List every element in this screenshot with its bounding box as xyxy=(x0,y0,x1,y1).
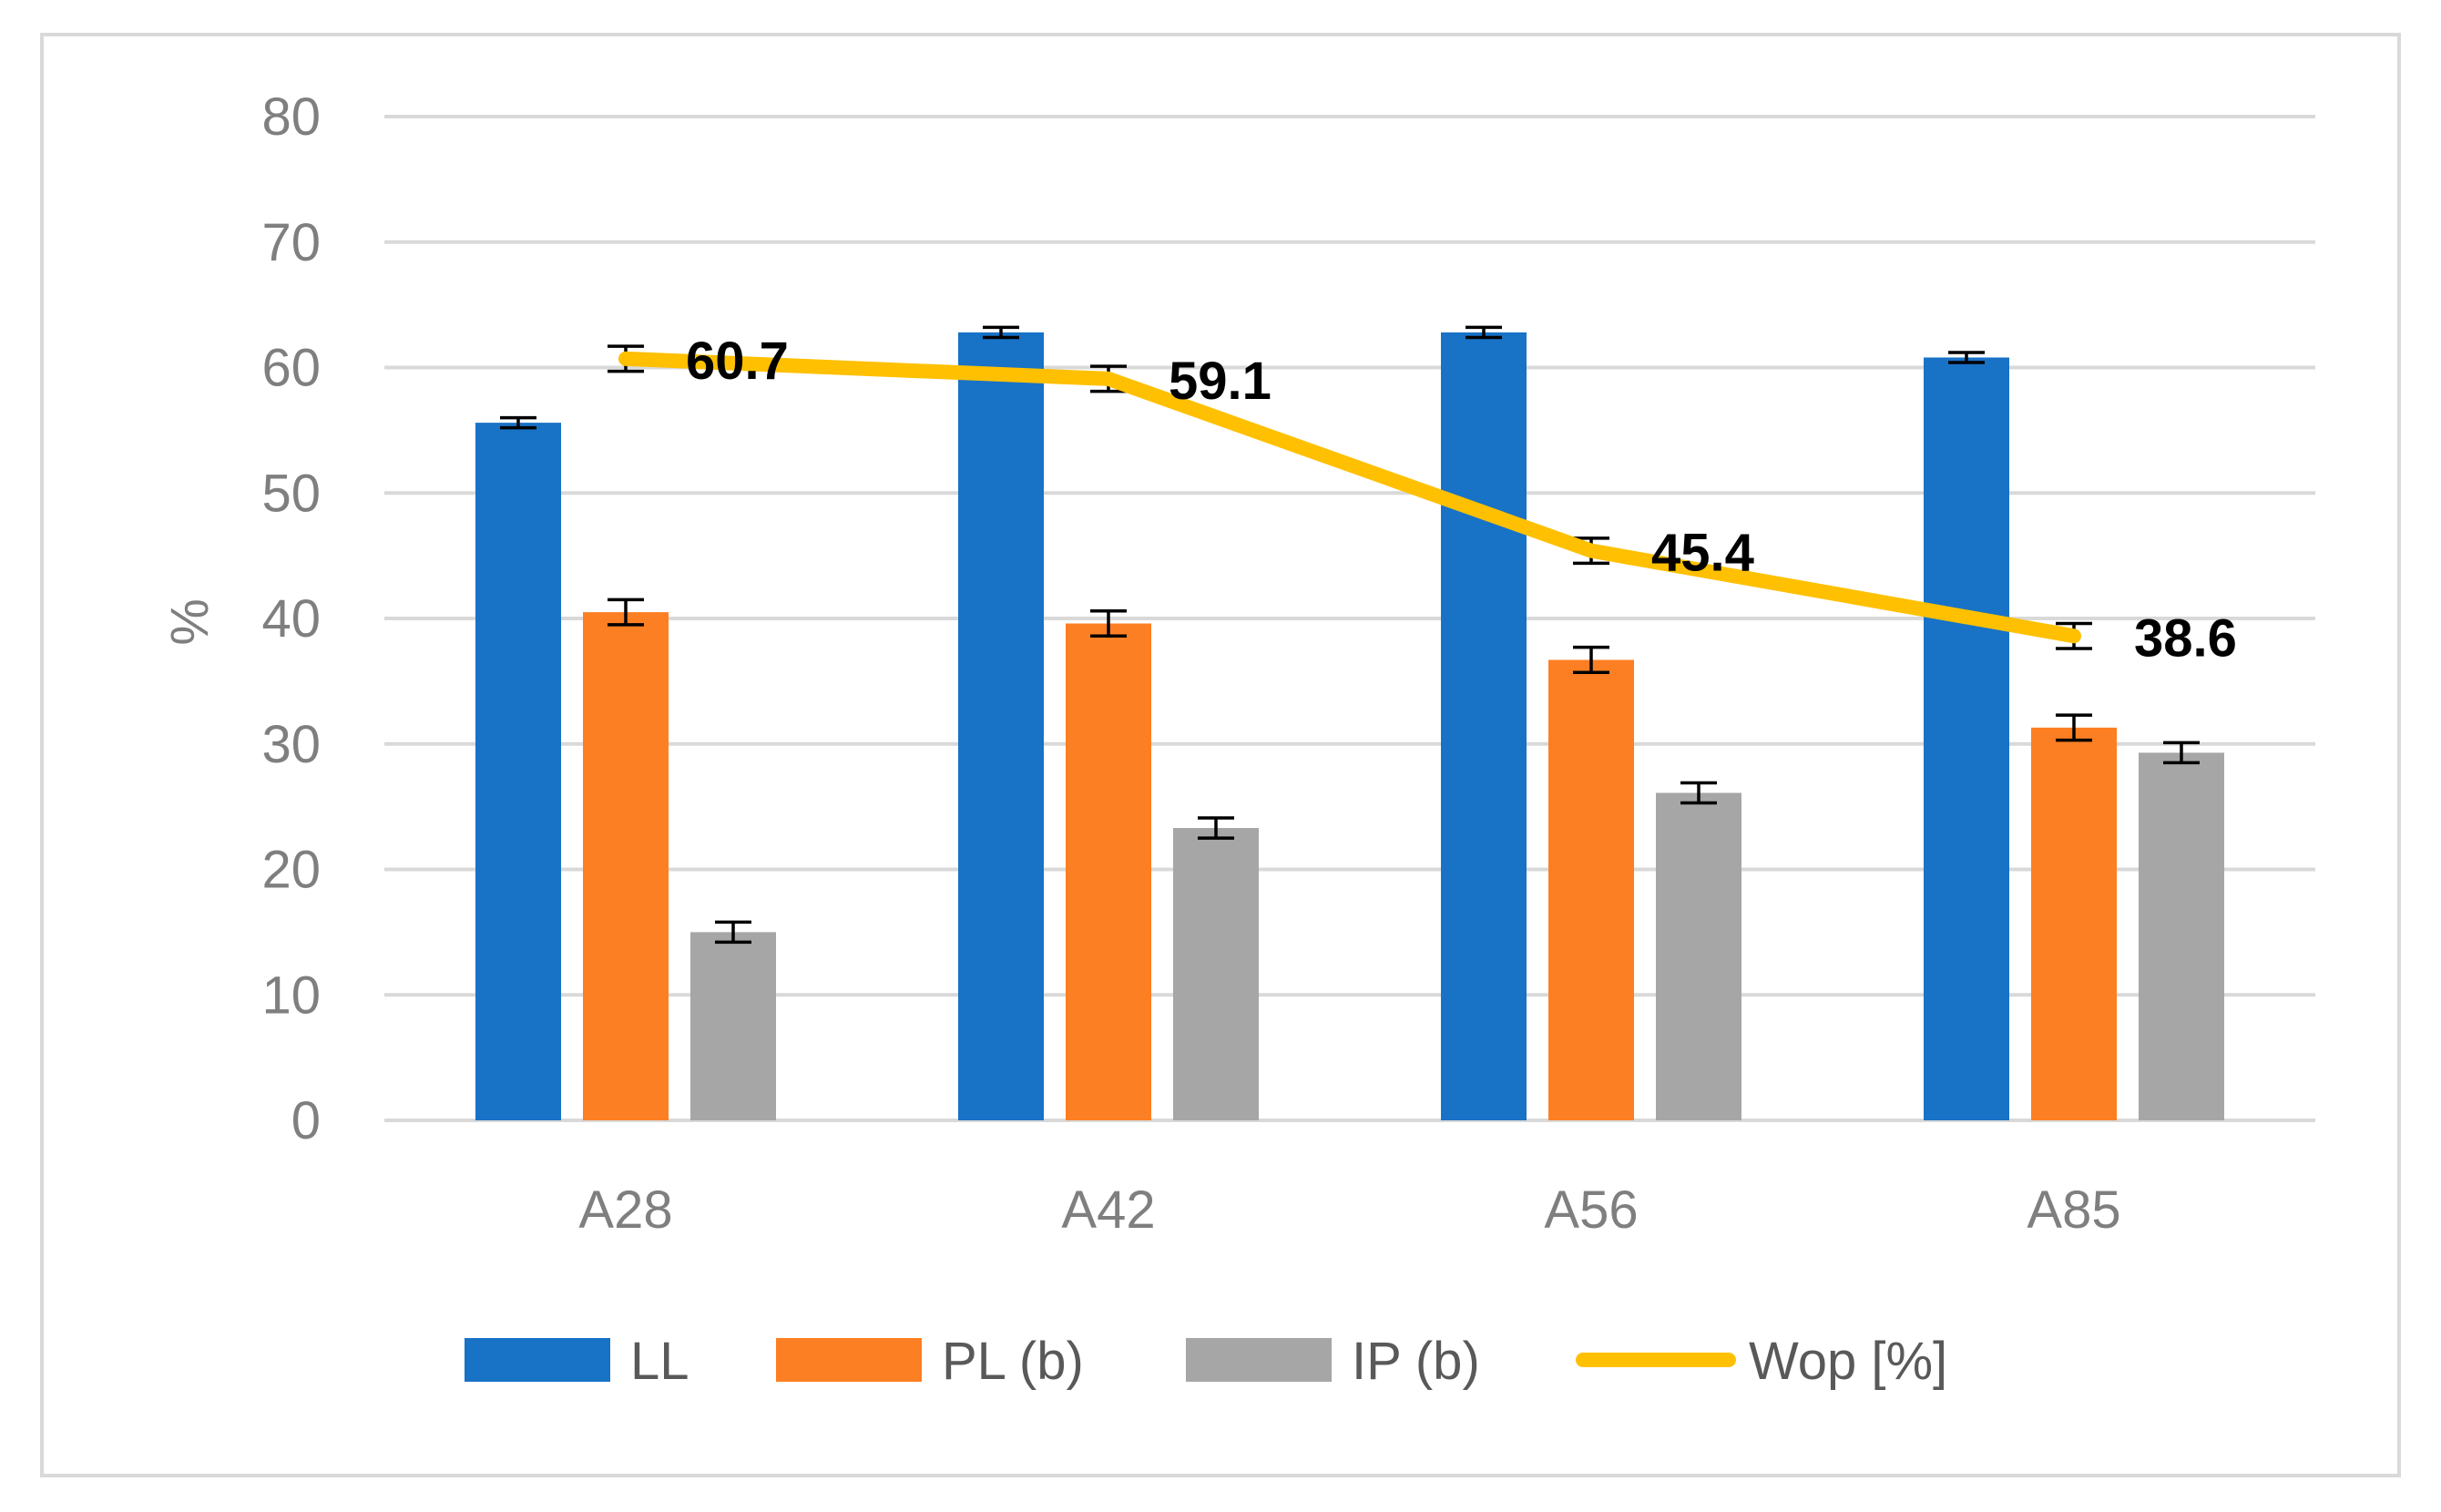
error-bars xyxy=(500,325,2200,945)
error-bar-ll-a56 xyxy=(1466,325,1502,340)
bar-ll-a56 xyxy=(1441,332,1527,1120)
legend: LL PL (b) IP (b) Wop [%] xyxy=(465,1332,1947,1391)
data-label-wop: 45.4 xyxy=(1651,524,1754,583)
x-tick-label: A85 xyxy=(2027,1180,2120,1240)
legend-item-ll: LL xyxy=(465,1332,689,1391)
legend-item-wop: Wop [%] xyxy=(1576,1332,1947,1391)
error-bar-ll-a42 xyxy=(983,325,1019,340)
error-bar-pl-a85 xyxy=(2056,713,2092,742)
bar-ip-a42 xyxy=(1173,828,1259,1120)
y-tick-label: 60 xyxy=(261,339,321,398)
x-tick-label: A56 xyxy=(1544,1180,1638,1240)
y-axis-ticks: 0 10 20 30 40 50 60 70 80 xyxy=(261,87,321,1150)
bar-pl-a85 xyxy=(2031,727,2117,1120)
error-bar-pl-a28 xyxy=(608,598,644,627)
x-tick-label: A42 xyxy=(1061,1180,1155,1240)
x-tick-label: A28 xyxy=(578,1180,672,1240)
bar-ip-a56 xyxy=(1656,792,1741,1120)
y-tick-label: 0 xyxy=(291,1091,321,1150)
bar-pl-a28 xyxy=(583,612,669,1120)
bar-ip-a85 xyxy=(2139,752,2224,1120)
data-label-wop: 59.1 xyxy=(1169,352,1272,411)
y-axis-title: % xyxy=(160,598,220,646)
legend-swatch xyxy=(465,1338,610,1382)
line-wop xyxy=(618,351,2081,644)
legend-swatch xyxy=(776,1338,922,1382)
line-series xyxy=(618,351,2081,644)
legend-label: PL (b) xyxy=(942,1332,1084,1391)
bar-ip-a28 xyxy=(690,932,776,1120)
data-label-wop: 38.6 xyxy=(2134,608,2237,668)
y-tick-label: 50 xyxy=(261,464,321,523)
gridlines xyxy=(384,115,2315,1122)
bar-pl-a56 xyxy=(1548,659,1634,1120)
error-bar-ip-a42 xyxy=(1198,816,1234,840)
legend-label: LL xyxy=(630,1332,689,1391)
y-tick-label: 70 xyxy=(261,213,321,272)
data-labels: 60.7 59.1 45.4 38.6 xyxy=(686,332,2237,668)
bar-ll-a42 xyxy=(958,332,1044,1120)
error-bar-ll-a28 xyxy=(500,415,536,430)
legend-swatch xyxy=(1186,1338,1332,1382)
legend-item-ip: IP (b) xyxy=(1186,1332,1480,1391)
legend-item-pl: PL (b) xyxy=(776,1332,1084,1391)
legend-label: IP (b) xyxy=(1352,1332,1480,1391)
y-tick-label: 40 xyxy=(261,589,321,649)
legend-label: Wop [%] xyxy=(1749,1332,1947,1391)
error-bar-ip-a28 xyxy=(715,920,751,945)
error-bar-pl-a42 xyxy=(1090,608,1127,639)
error-bar-pl-a56 xyxy=(1573,645,1609,674)
data-label-wop: 60.7 xyxy=(686,332,789,391)
bar-ll-a85 xyxy=(1924,357,2009,1121)
error-bar-ip-a85 xyxy=(2163,741,2200,765)
y-tick-label: 10 xyxy=(261,965,321,1025)
error-bar-ll-a85 xyxy=(1948,351,1985,364)
bar-pl-a42 xyxy=(1066,623,1151,1120)
bar-series xyxy=(475,332,2224,1121)
x-axis-ticks: A28 A42 A56 A85 xyxy=(578,1180,2120,1240)
y-tick-label: 80 xyxy=(261,87,321,147)
y-tick-label: 20 xyxy=(261,841,321,900)
error-bar-ip-a56 xyxy=(1680,781,1717,805)
bar-ll-a28 xyxy=(475,423,561,1120)
y-tick-label: 30 xyxy=(261,715,321,774)
